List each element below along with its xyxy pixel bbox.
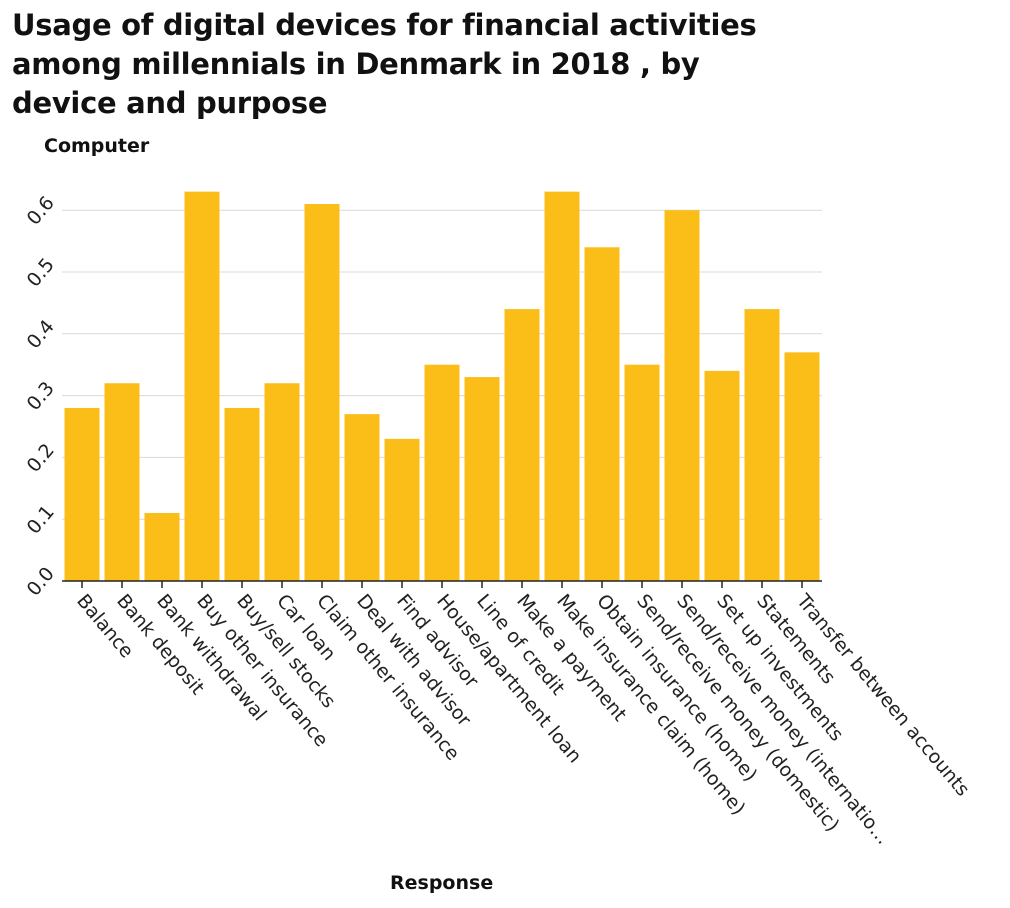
bar — [504, 309, 540, 581]
bar — [224, 407, 260, 581]
bar — [664, 210, 700, 581]
y-tick-label: 0.2 — [23, 439, 59, 476]
y-tick-label: 0.3 — [23, 378, 59, 415]
y-tick-label: 0.5 — [23, 254, 59, 291]
bar — [584, 247, 620, 581]
y-tick-label: 0.0 — [23, 563, 59, 600]
bar — [64, 407, 100, 581]
y-tick-label: 0.4 — [23, 316, 59, 353]
bar — [304, 204, 340, 581]
x-axis-label: Response — [390, 872, 494, 894]
bar — [624, 364, 660, 581]
y-tick-label: 0.6 — [23, 192, 59, 229]
bar — [344, 414, 380, 581]
bar — [144, 513, 180, 581]
bar — [704, 370, 740, 581]
bar — [264, 383, 300, 581]
chart-title: Usage of digital devices for financial a… — [12, 8, 757, 120]
bar — [544, 191, 580, 581]
bar — [784, 352, 820, 581]
bar — [744, 309, 780, 581]
bar — [384, 438, 420, 581]
bar — [424, 364, 460, 581]
bar — [464, 377, 500, 581]
y-tick-label: 0.1 — [23, 501, 59, 538]
y-axis-label: Computer — [44, 135, 150, 157]
bar — [104, 383, 140, 581]
bar — [184, 191, 220, 581]
